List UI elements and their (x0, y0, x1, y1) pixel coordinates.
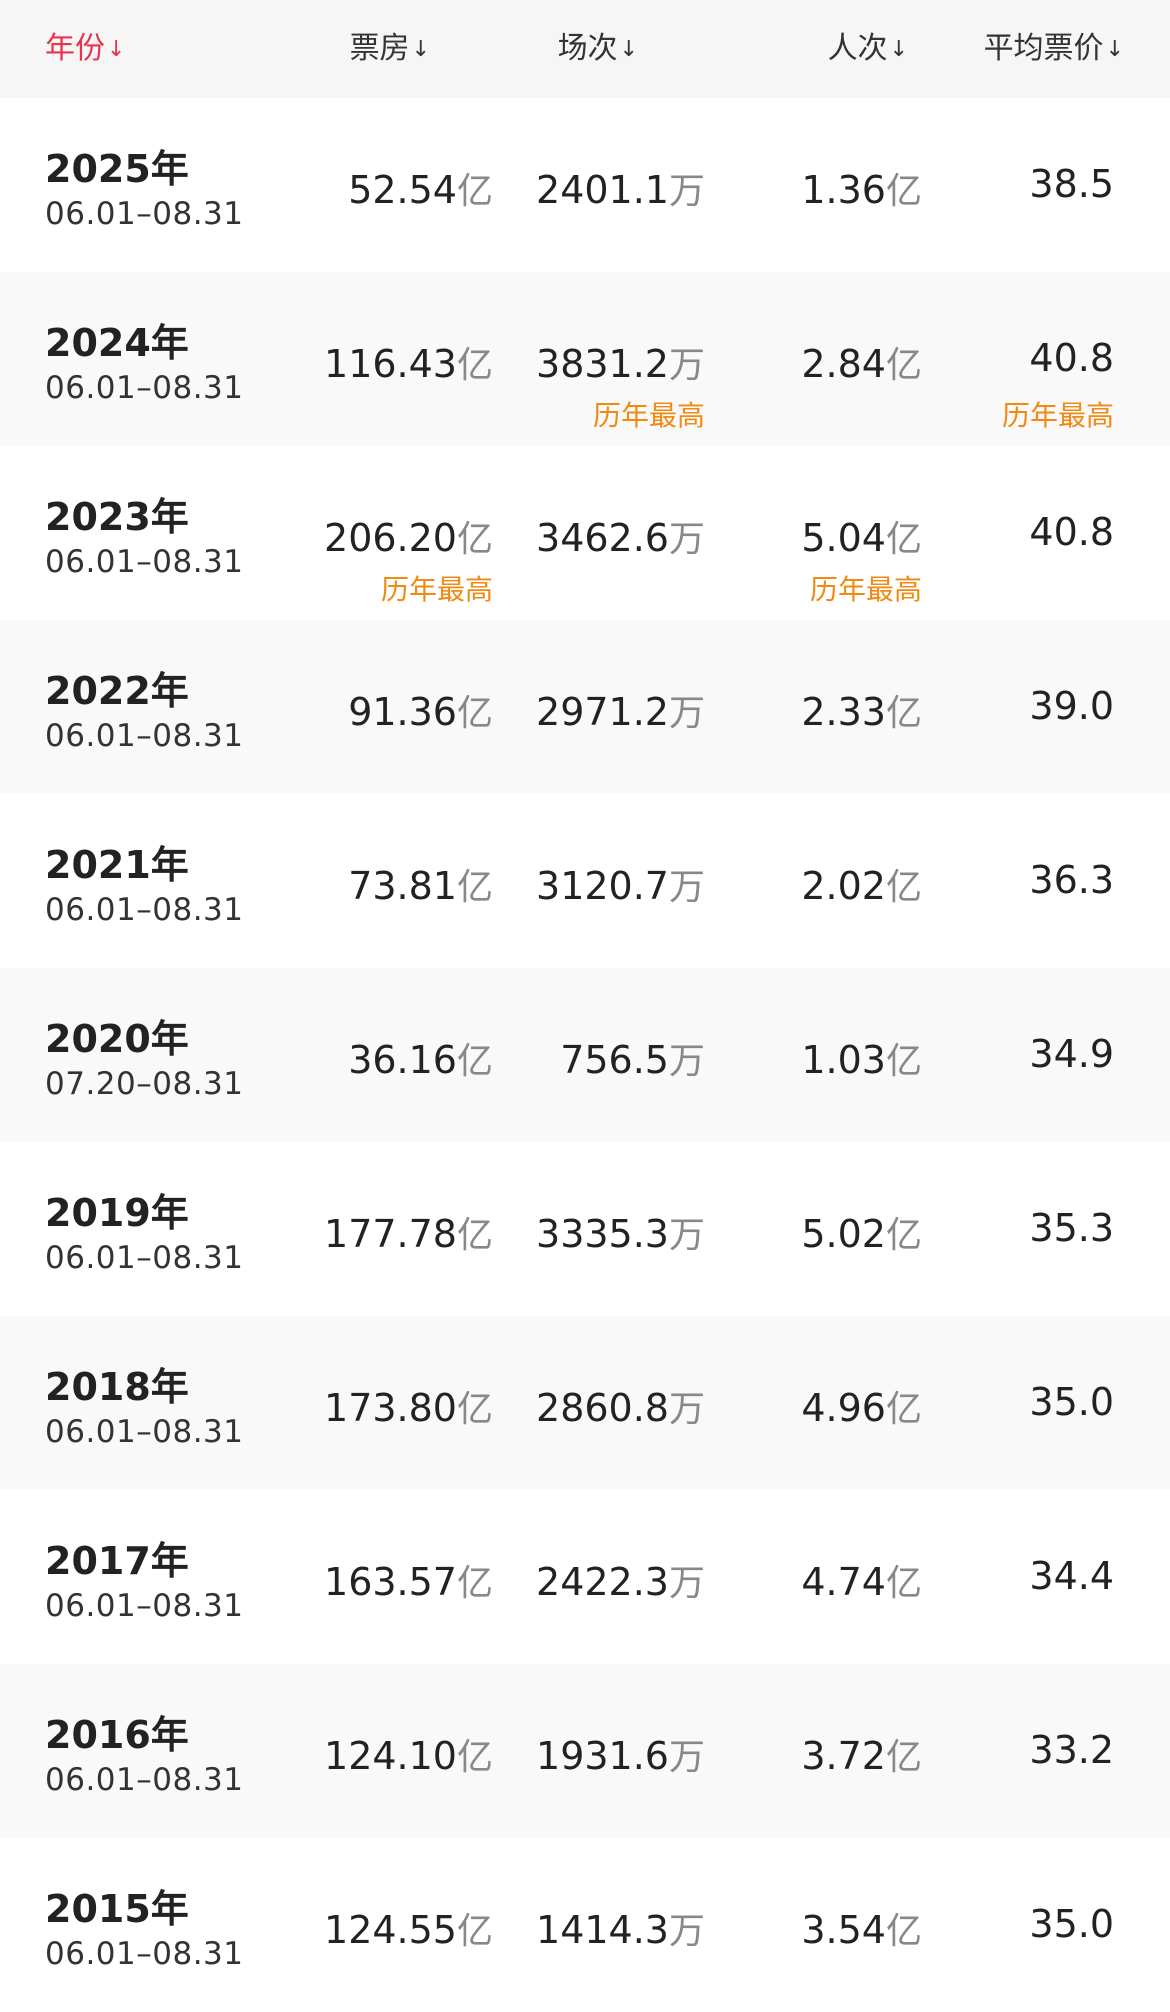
row-date-range: 06.01–08.31 (45, 892, 244, 928)
sort-arrow-icon: ↓ (889, 37, 908, 62)
shows-value: 756.5万 (560, 1038, 705, 1082)
shows-value: 3462.6万 (536, 516, 705, 560)
row-year: 2017年 (45, 1539, 189, 1583)
row-year: 2015年 (45, 1887, 189, 1931)
shows-value: 2860.8万 (536, 1386, 705, 1430)
row-year: 2019年 (45, 1191, 189, 1235)
box-office-value: 163.57亿 (324, 1560, 493, 1604)
sort-arrow-icon: ↓ (411, 37, 430, 62)
table-row[interactable]: 2025年 06.01–08.31 52.54亿 2401.1万 1.36亿 38.5 (0, 98, 1170, 272)
box-office-value: 206.20亿 (324, 516, 493, 560)
sort-by-avg-price[interactable]: 平均票价↓ (984, 0, 1124, 98)
admissions-value: 5.04亿 (801, 516, 922, 560)
table-row[interactable]: 2018年 06.01–08.31 173.80亿 2860.8万 4.96亿 35.0 (0, 1316, 1170, 1490)
table-row[interactable]: 2019年 06.01–08.31 177.78亿 3335.3万 5.02亿 35.3 (0, 1142, 1170, 1316)
sort-arrow-icon: ↓ (619, 37, 638, 62)
row-date-range: 06.01–08.31 (45, 718, 244, 754)
row-year: 2025年 (45, 147, 189, 191)
admissions-value: 3.72亿 (801, 1734, 922, 1778)
box-office-value: 124.55亿 (324, 1908, 493, 1952)
box-office-value: 52.54亿 (348, 168, 493, 212)
sort-by-shows[interactable]: 场次↓ (558, 0, 638, 98)
shows-value: 3831.2万 (536, 342, 705, 386)
box-office-value: 91.36亿 (348, 690, 493, 734)
shows-value: 2971.2万 (536, 690, 705, 734)
box-office-header-label: 票房 (349, 31, 410, 66)
table-row[interactable]: 2016年 06.01–08.31 124.10亿 1931.6万 3.72亿 33.2 (0, 1664, 1170, 1838)
table-row[interactable]: 2022年 06.01–08.31 91.36亿 2971.2万 2.33亿 39.0 (0, 620, 1170, 794)
shows-header-label: 场次 (557, 31, 618, 66)
sort-by-box-office[interactable]: 票房↓ (350, 0, 430, 98)
sort-by-admissions[interactable]: 人次↓ (828, 0, 908, 98)
table-row[interactable]: 2020年 07.20–08.31 36.16亿 756.5万 1.03亿 34.9 (0, 968, 1170, 1142)
box-office-value: 124.10亿 (324, 1734, 493, 1778)
row-year: 2016年 (45, 1713, 189, 1757)
row-date-range: 06.01–08.31 (45, 544, 244, 580)
avg-price-value: 40.8 (1029, 336, 1114, 380)
avg-price-value: 34.9 (1029, 1032, 1114, 1076)
box-office-value: 36.16亿 (348, 1038, 493, 1082)
admissions-value: 3.54亿 (801, 1908, 922, 1952)
row-year: 2018年 (45, 1365, 189, 1409)
admissions-value: 4.74亿 (801, 1560, 922, 1604)
sort-by-year[interactable]: 年份↓ (45, 0, 125, 98)
box-office-value: 177.78亿 (324, 1212, 493, 1256)
admissions-value: 4.96亿 (801, 1386, 922, 1430)
avg-price-value: 36.3 (1029, 858, 1114, 902)
admissions-value: 1.36亿 (801, 168, 922, 212)
avg-price-value: 33.2 (1029, 1728, 1114, 1772)
shows-value: 1414.3万 (536, 1908, 705, 1952)
avg-price-value: 39.0 (1029, 684, 1114, 728)
record-badge: 历年最高 (380, 573, 493, 606)
row-date-range: 06.01–08.31 (45, 1762, 244, 1798)
record-badge: 历年最高 (592, 399, 705, 432)
row-year: 2021年 (45, 843, 189, 887)
shows-value: 1931.6万 (536, 1734, 705, 1778)
table-row[interactable]: 2021年 06.01–08.31 73.81亿 3120.7万 2.02亿 36.3 (0, 794, 1170, 968)
record-badge: 历年最高 (1001, 399, 1114, 432)
avg-price-value: 38.5 (1029, 162, 1114, 206)
table-row[interactable]: 2023年 06.01–08.31 206.20亿 3462.6万 5.04亿 40.8 历… (0, 446, 1170, 620)
box-office-value: 116.43亿 (324, 342, 493, 386)
row-date-range: 06.01–08.31 (45, 370, 244, 406)
sort-arrow-icon: ↓ (107, 37, 126, 62)
shows-value: 2401.1万 (536, 168, 705, 212)
shows-value: 3335.3万 (536, 1212, 705, 1256)
box-office-value: 173.80亿 (324, 1386, 493, 1430)
sort-arrow-icon: ↓ (1105, 37, 1124, 62)
shows-value: 3120.7万 (536, 864, 705, 908)
shows-value: 2422.3万 (536, 1560, 705, 1604)
table-body: 2025年 06.01–08.31 52.54亿 2401.1万 1.36亿 38.5 20… (0, 98, 1170, 2012)
admissions-value: 2.84亿 (801, 342, 922, 386)
admissions-value: 2.33亿 (801, 690, 922, 734)
box-office-value: 73.81亿 (348, 864, 493, 908)
row-date-range: 06.01–08.31 (45, 1240, 244, 1276)
row-year: 2023年 (45, 495, 189, 539)
row-year: 2024年 (45, 321, 189, 365)
row-date-range: 06.01–08.31 (45, 196, 244, 232)
table-row[interactable]: 2024年 06.01–08.31 116.43亿 3831.2万 2.84亿 40.8 历… (0, 272, 1170, 446)
table-row[interactable]: 2015年 06.01–08.31 124.55亿 1414.3万 3.54亿 35.0 (0, 1838, 1170, 2012)
avg-price-header-label: 平均票价 (983, 31, 1104, 66)
row-date-range: 07.20–08.31 (45, 1066, 244, 1102)
avg-price-value: 34.4 (1029, 1554, 1114, 1598)
record-badge: 历年最高 (809, 573, 922, 606)
avg-price-value: 35.0 (1029, 1380, 1114, 1424)
avg-price-value: 40.8 (1029, 510, 1114, 554)
row-date-range: 06.01–08.31 (45, 1414, 244, 1450)
row-date-range: 06.01–08.31 (45, 1936, 244, 1972)
admissions-value: 2.02亿 (801, 864, 922, 908)
admissions-header-label: 人次 (827, 31, 888, 66)
admissions-value: 1.03亿 (801, 1038, 922, 1082)
row-year: 2020年 (45, 1017, 189, 1061)
row-year: 2022年 (45, 669, 189, 713)
admissions-value: 5.02亿 (801, 1212, 922, 1256)
table-row[interactable]: 2017年 06.01–08.31 163.57亿 2422.3万 4.74亿 34.4 (0, 1490, 1170, 1664)
row-date-range: 06.01–08.31 (45, 1588, 244, 1624)
avg-price-value: 35.3 (1029, 1206, 1114, 1250)
year-header-label: 年份 (45, 31, 105, 66)
avg-price-value: 35.0 (1029, 1902, 1114, 1946)
table-header: 年份↓ 票房↓ 场次↓ 人次↓ 平均票价↓ (0, 0, 1170, 98)
